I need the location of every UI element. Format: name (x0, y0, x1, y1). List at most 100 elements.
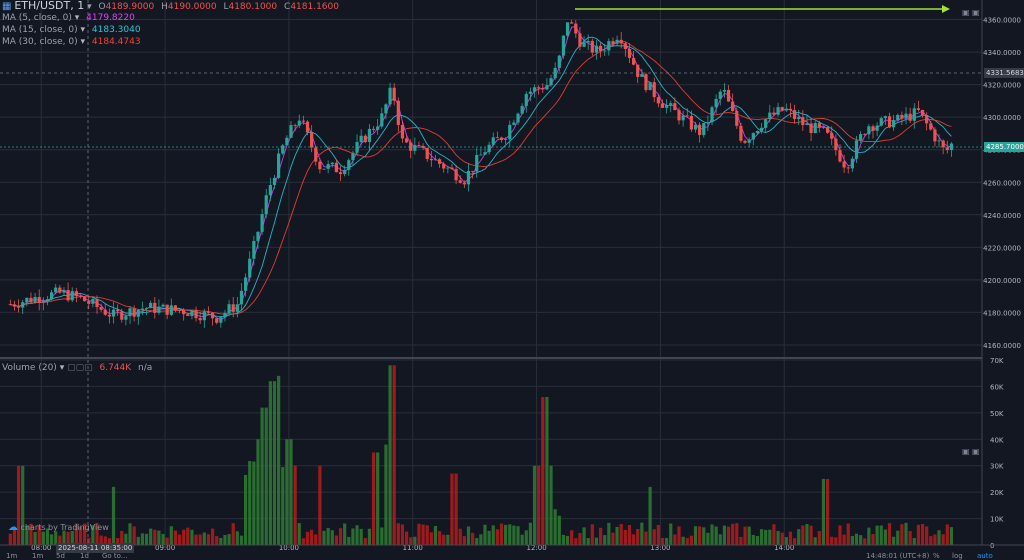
volume-bar (508, 524, 512, 545)
volume-bar (838, 525, 842, 545)
volume-bar (499, 523, 504, 545)
candle-body (570, 22, 574, 24)
candle-body (206, 311, 211, 313)
volume-bar (301, 538, 305, 545)
candle-body (768, 112, 772, 120)
volume-bar (859, 535, 863, 545)
chart-type-icon[interactable]: ▦ (2, 1, 12, 12)
range-button-3[interactable]: 5d (56, 552, 65, 560)
candle-body (99, 307, 103, 310)
volume-pane-close-icon[interactable]: ▣ (972, 447, 980, 456)
volume-bar (755, 536, 760, 545)
candle-body (755, 130, 760, 134)
candle-body (900, 114, 904, 119)
volume-bar (425, 525, 429, 545)
pane-close-icon[interactable]: ▣ (972, 8, 980, 17)
volume-bar (442, 534, 446, 545)
ma-legend-5[interactable]: MA (5, close, 0) ▾ 4179.8220 (2, 13, 135, 24)
volume-bar (726, 526, 731, 545)
volume-bar (132, 526, 136, 545)
candle-body (29, 297, 33, 303)
volume-bar (710, 524, 714, 545)
candle-body (78, 296, 83, 297)
candle-body (421, 145, 425, 148)
trend-arrow[interactable] (575, 5, 950, 13)
volume-bar (87, 537, 91, 545)
candle-body (842, 161, 846, 168)
volume-bar (784, 537, 788, 545)
volume-bar (25, 526, 29, 545)
candle-body (834, 138, 838, 151)
candle-body (524, 93, 528, 106)
close-value: 4181.1600 (290, 2, 339, 12)
ma-30-label: MA (30, close, 0) (2, 37, 78, 47)
volume-bar (194, 534, 198, 545)
price-tick-label: 4240.0000 (983, 212, 1021, 220)
volume-bar (83, 523, 87, 545)
candle-body (615, 39, 619, 44)
candle-body (825, 127, 830, 133)
volume-bar (277, 375, 281, 545)
candle-body (565, 22, 570, 36)
candle-body (66, 290, 70, 301)
symbol-label[interactable]: ETH/USDT, 1 (14, 0, 85, 12)
ma-dropdown-icon[interactable]: ▾ (80, 25, 86, 35)
candle-body (735, 110, 739, 126)
candle-body (314, 147, 318, 162)
volume-bar (62, 530, 66, 545)
ma-legend-30[interactable]: MA (30, close, 0) ▾ 4184.4743 (2, 37, 141, 48)
candle-body (747, 139, 751, 143)
candle-body (809, 123, 813, 134)
volume-bar (120, 530, 124, 545)
candle-body (182, 310, 186, 315)
time-tick-label: 09:00 (155, 544, 175, 552)
volume-bar (532, 465, 537, 545)
volume-bar (731, 523, 735, 545)
volume-bar (863, 538, 867, 545)
range-button-2[interactable]: 1m (32, 552, 44, 560)
log-toggle[interactable]: log (952, 552, 963, 560)
volume-bar (528, 522, 533, 545)
volume-dropdown-icon[interactable]: ▾ (59, 363, 65, 373)
candle-body (594, 45, 599, 53)
volume-bar (219, 537, 223, 545)
candle-body (660, 103, 665, 108)
tradingview-watermark[interactable]: ☁ charts by TradingView (8, 522, 109, 533)
volume-bar (830, 536, 834, 545)
ma-legend-15[interactable]: MA (15, close, 0) ▾ 4183.3040 (2, 25, 141, 36)
volume-bar (450, 473, 454, 545)
ma-dropdown-icon[interactable]: ▾ (74, 13, 80, 23)
candle-body (933, 129, 937, 142)
volume-tick-label: 10K (990, 516, 1004, 524)
candle-body (549, 78, 553, 86)
candle-body (611, 41, 615, 44)
candle-body (429, 158, 433, 161)
candle-body (726, 89, 731, 102)
range-button-4[interactable]: 1d (80, 552, 89, 560)
symbol-dropdown-icon[interactable]: ▾ (87, 2, 92, 12)
candle-body (788, 108, 793, 111)
pane-maximize-icon[interactable]: ▣ (962, 8, 970, 17)
range-button-1[interactable]: 1m (6, 552, 18, 560)
goto-button[interactable]: Go to... (102, 552, 128, 560)
ma-dropdown-icon[interactable]: ▾ (80, 37, 86, 47)
candle-body (689, 115, 693, 130)
volume-bar (153, 529, 157, 545)
volume-settings-icon[interactable]: ▢▢▢ (67, 363, 93, 373)
auto-toggle[interactable]: auto (977, 552, 993, 560)
volume-pane-maximize-icon[interactable]: ▣ (962, 447, 970, 456)
candle-body (235, 304, 239, 312)
candle-body (603, 50, 607, 52)
cloud-logo-icon: ☁ (8, 522, 18, 533)
candle-body (487, 144, 491, 153)
candle-body (929, 123, 933, 130)
candle-body (462, 182, 466, 185)
candle-body (256, 231, 260, 241)
volume-legend[interactable]: Volume (20) ▾ ▢▢▢ 6.744K n/a (2, 363, 152, 374)
candle-body (83, 296, 87, 302)
percent-toggle[interactable]: % (933, 552, 940, 560)
volume-bar (462, 536, 466, 545)
volume-bar (202, 532, 206, 545)
candle-body (904, 113, 908, 119)
